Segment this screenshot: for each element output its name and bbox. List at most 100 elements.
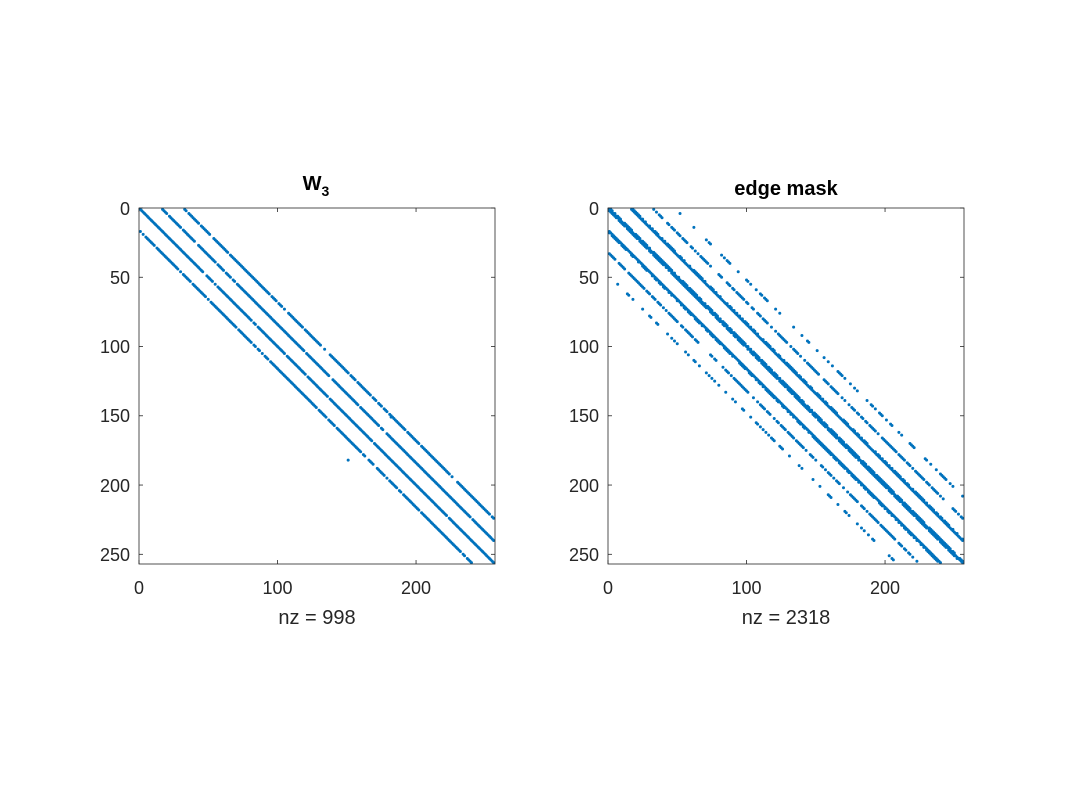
spy-point-1741	[692, 225, 696, 229]
spy-point-290	[233, 279, 237, 283]
spy-point-743	[280, 304, 284, 308]
spy-point-211	[445, 514, 449, 518]
spy-point-1834	[749, 415, 753, 419]
spy-point-1301	[636, 260, 640, 264]
spy-point-640	[912, 514, 916, 518]
spy-point-1785	[884, 418, 888, 422]
spy-point-1403	[859, 483, 863, 487]
panel-edge-mask-axes-box	[607, 207, 965, 565]
spy-point-965	[772, 349, 776, 353]
spy-point-1619	[661, 306, 665, 310]
spy-point-1555	[894, 450, 898, 454]
spy-point-1796	[929, 462, 933, 466]
spy-point-1830	[731, 397, 735, 401]
spy-point-1829	[724, 390, 728, 394]
spy-point-1859	[855, 522, 859, 526]
spy-point-630	[395, 486, 399, 490]
spy-point-1831	[733, 400, 737, 404]
spy-point-1505	[796, 351, 800, 355]
spy-point-915	[648, 224, 652, 228]
spy-point-1395	[843, 466, 847, 470]
spy-point-515	[704, 306, 708, 310]
spy-point-1620	[664, 309, 668, 313]
spy-point-375	[356, 403, 360, 407]
spy-point-1370	[799, 422, 803, 426]
spy-point-913	[641, 217, 645, 221]
spy-point-1440	[654, 210, 658, 214]
spy-point-1305	[645, 268, 649, 272]
spy-point-949	[735, 311, 739, 315]
spy-point-1759	[765, 299, 769, 303]
spy-point-544	[258, 349, 262, 353]
spy-point-593	[332, 423, 336, 427]
spy-point-1674	[783, 428, 787, 432]
spy-point-1528	[843, 399, 847, 403]
panel-w3-xlabel: nz = 998	[278, 607, 355, 629]
spy-point-1776	[853, 386, 857, 390]
spy-point-597	[844, 446, 848, 450]
spy-point-1544	[876, 432, 880, 436]
spy-point-673	[458, 550, 462, 554]
spy-point-1849	[800, 466, 804, 470]
spy-point-1822	[693, 360, 697, 364]
spy-point-1472	[728, 284, 732, 288]
spy-point-317	[725, 324, 729, 328]
spy-point-1693	[823, 468, 827, 472]
spy-point-479	[649, 250, 653, 254]
spy-point-536	[746, 347, 750, 351]
spy-point-244	[492, 561, 496, 565]
spy-point-987	[821, 397, 825, 401]
spy-point-1448	[672, 228, 676, 232]
spy-point-1828	[717, 383, 721, 387]
spy-point-1352	[758, 382, 762, 386]
spy-point-1414	[883, 507, 887, 511]
spy-point-1865	[887, 554, 891, 558]
spy-point-927	[672, 249, 676, 253]
spy-point-1817	[672, 339, 676, 343]
spy-point-542	[253, 345, 257, 349]
spy-point-469	[138, 230, 142, 234]
spy-point-802	[379, 404, 383, 408]
spy-point-1420	[900, 523, 904, 527]
spy-point-796	[368, 393, 372, 397]
spy-point-603	[854, 455, 858, 459]
spy-point-604	[857, 458, 861, 462]
spy-point-1836	[756, 422, 760, 426]
spy-point-1615	[653, 297, 657, 301]
spy-point-1346	[743, 367, 747, 371]
spy-point-1855	[836, 502, 840, 506]
spy-point-1719	[876, 520, 880, 524]
spy-point-998	[846, 422, 850, 426]
spy-point-1401	[854, 478, 858, 481]
spy-point-1642	[714, 358, 718, 362]
spy-point-1768	[826, 360, 830, 364]
spy-point-1664	[763, 407, 767, 411]
spy-point-1635	[691, 335, 694, 339]
spy-point-1838	[761, 428, 765, 432]
spy-point-1362	[776, 400, 780, 404]
spy-point-1814	[656, 322, 660, 326]
spy-point-679	[469, 561, 473, 565]
spy-point-1325	[697, 321, 701, 325]
spy-point-1808	[627, 293, 631, 297]
spy-point-1581	[941, 497, 945, 501]
spy-point-1857	[844, 511, 848, 515]
spy-point-1451	[678, 234, 682, 238]
spy-point-1013	[887, 464, 891, 468]
spy-point-500	[188, 279, 192, 283]
spy-point-463	[623, 224, 627, 228]
spy-point-468	[492, 538, 496, 542]
spy-point-575	[808, 410, 812, 414]
spy-point-1763	[800, 333, 804, 337]
spy-point-1806	[616, 282, 620, 286]
spy-point-989	[825, 401, 829, 405]
spy-point-1711	[862, 507, 866, 511]
spy-point-542	[757, 358, 761, 362]
spy-point-1045	[951, 527, 955, 531]
spy-point-959	[761, 338, 765, 342]
spy-point-1563	[908, 464, 912, 468]
spy-point-1749	[728, 261, 732, 265]
spy-point-1318	[684, 307, 688, 311]
spy-point-1405	[864, 487, 868, 491]
spy-point-1313	[667, 291, 671, 294]
